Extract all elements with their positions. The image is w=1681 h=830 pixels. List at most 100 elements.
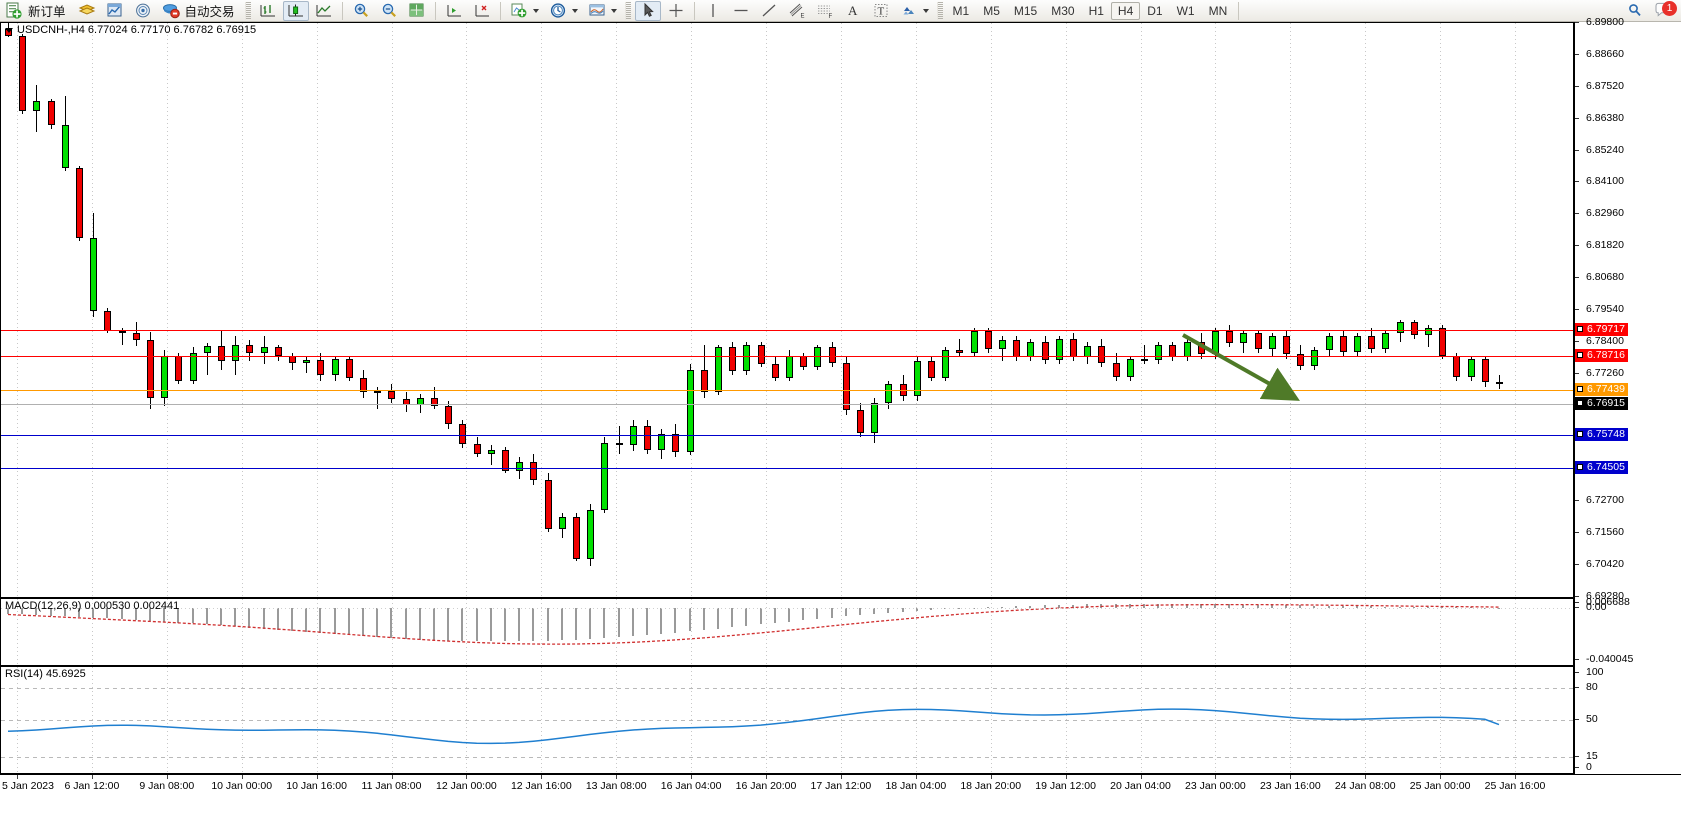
macd-bar [63, 608, 66, 617]
chart-canvas-area[interactable]: USDCNH-,H4 6.77024 6.77170 6.76782 6.769… [0, 16, 1681, 830]
timeframe-m1[interactable]: M1 [952, 3, 970, 18]
time-axis[interactable]: 5 Jan 2023 6 Jan 12:00 9 Jan 08:00 10 Jan 0… [0, 774, 1681, 830]
macd-bar [901, 608, 904, 613]
toolbar-grip-1[interactable] [244, 1, 251, 20]
level-line-pivot[interactable] [1, 390, 1573, 391]
add-indicator-button[interactable] [506, 1, 543, 21]
macd-bar [759, 608, 762, 625]
bar-chart-button[interactable] [255, 1, 281, 21]
macd-bar [873, 608, 876, 615]
price-label-resistance-2[interactable]: 6.79717 [1575, 323, 1628, 336]
timeframe-m5[interactable]: M5 [983, 3, 1000, 18]
candlestick-chart-button[interactable] [282, 0, 309, 21]
rsi-pane[interactable]: RSI(14) 45.6925 [0, 666, 1574, 774]
toolbar-grip-3[interactable] [936, 1, 943, 20]
period-chevron-down-icon[interactable] [571, 8, 578, 13]
templates-icon [588, 2, 606, 19]
macd-bar [1242, 604, 1245, 609]
macd-bar [1128, 604, 1131, 609]
text-label-icon: T [872, 2, 890, 19]
level-line-resistance-2[interactable] [1, 330, 1573, 331]
macd-bar [1171, 604, 1174, 609]
timeframe-h4[interactable]: H4 [1110, 1, 1141, 20]
templates-button[interactable] [584, 1, 621, 21]
cursor-button[interactable] [634, 0, 661, 21]
price-label-last-price[interactable]: 6.76915 [1575, 397, 1628, 410]
templates-chevron-down-icon[interactable] [610, 8, 617, 13]
time-tick [840, 775, 842, 779]
search-button[interactable] [1622, 1, 1648, 21]
macd-bar [404, 608, 407, 639]
horizontal-line-button[interactable] [728, 1, 754, 21]
time-label: 25 Jan 00:00 [1409, 780, 1471, 792]
auto-trading-button[interactable]: 自动交易 [158, 1, 241, 21]
macd-bar [717, 608, 719, 629]
macd-bar [1299, 605, 1302, 609]
level-line-support-2[interactable] [1, 468, 1573, 469]
down-trend-arrow [1182, 333, 1300, 401]
profiles-icon [78, 2, 96, 19]
price-label-pivot[interactable]: 6.77439 [1575, 383, 1628, 396]
timeframe-m30[interactable]: M30 [1051, 3, 1075, 18]
toolbar-separator-2 [434, 1, 436, 20]
rsi-pane-title: RSI(14) 45.6925 [5, 668, 86, 680]
macd-pane[interactable]: MACD(12,26,9) 0.000530 0.002441 [0, 598, 1574, 666]
toolbar-separator-4 [693, 1, 695, 20]
level-line-support-1[interactable] [1, 435, 1573, 436]
objects-chevron-down-icon[interactable] [922, 8, 929, 13]
market-watch-button[interactable] [102, 1, 128, 21]
chart-shift-button[interactable] [441, 1, 467, 21]
macd-axis-top: 0.006688 [1574, 596, 1681, 608]
fibonacci-button[interactable]: F [812, 1, 838, 21]
timeframe-d1[interactable]: D1 [1147, 3, 1163, 18]
equidistant-channel-button[interactable]: E [784, 1, 810, 21]
zoom-out-button[interactable] [376, 1, 402, 21]
level-line-resistance-1[interactable] [1, 356, 1573, 357]
time-tick [990, 775, 992, 779]
macd-bar [1256, 604, 1259, 609]
macd-bar [1015, 606, 1018, 609]
auto-scroll-icon [473, 2, 491, 19]
line-chart-icon [315, 2, 333, 19]
time-tick [316, 775, 318, 779]
toolbar-grip-2[interactable] [624, 1, 631, 20]
text-label-button[interactable]: T [868, 1, 894, 21]
price-pane-title-text: USDCNH-,H4 6.77024 6.77170 6.76782 6.769… [17, 24, 257, 36]
price-pane[interactable]: USDCNH-,H4 6.77024 6.77170 6.76782 6.769… [0, 22, 1574, 598]
macd-bar [859, 608, 861, 616]
line-chart-button[interactable] [311, 1, 337, 21]
level-line-last-price[interactable] [1, 404, 1573, 405]
text-button[interactable]: A [840, 1, 866, 21]
timeframe-h1[interactable]: H1 [1088, 3, 1104, 18]
price-label-resistance-1[interactable]: 6.78716 [1575, 349, 1628, 362]
price-label-support-2[interactable]: 6.74505 [1575, 461, 1628, 474]
time-tick [1440, 775, 1442, 779]
timeframe-m15[interactable]: M15 [1013, 3, 1038, 18]
time-tick [1065, 775, 1067, 779]
timeframe-mn[interactable]: MN [1208, 3, 1228, 18]
data-window-button[interactable] [404, 1, 430, 21]
period-button[interactable] [545, 1, 582, 21]
price-tick: 6.70420 [1574, 558, 1681, 570]
objects-button[interactable] [896, 1, 933, 21]
price-label-support-1[interactable]: 6.75748 [1575, 428, 1628, 441]
zoom-in-button[interactable] [348, 1, 374, 21]
add-indicator-chevron-down-icon[interactable] [532, 8, 539, 13]
profiles-button[interactable] [74, 1, 100, 21]
macd-bar [1356, 606, 1358, 609]
chart-menu-chevron-down-icon[interactable] [5, 27, 13, 33]
svg-text:E: E [800, 14, 804, 20]
time-label: 17 Jan 12:00 [810, 780, 872, 792]
alerts-button[interactable]: 1 [1650, 0, 1680, 21]
vertical-line-button[interactable] [700, 1, 726, 21]
price-tick: 6.82960 [1574, 207, 1681, 219]
new-order-button[interactable]: 新订单 [1, 1, 72, 21]
toolbar-separator-5 [1238, 1, 1240, 20]
crosshair-button[interactable] [663, 1, 689, 21]
trendline-button[interactable] [756, 1, 782, 21]
auto-scroll-button[interactable] [469, 1, 495, 21]
price-axis[interactable]: 6.89800 6.88660 6.87520 6.86380 6.85240 6.841… [1574, 16, 1681, 774]
notification-badge-wrap[interactable]: 1 [1654, 0, 1677, 20]
timeframe-w1[interactable]: W1 [1176, 3, 1195, 18]
navigator-button[interactable] [130, 1, 156, 21]
